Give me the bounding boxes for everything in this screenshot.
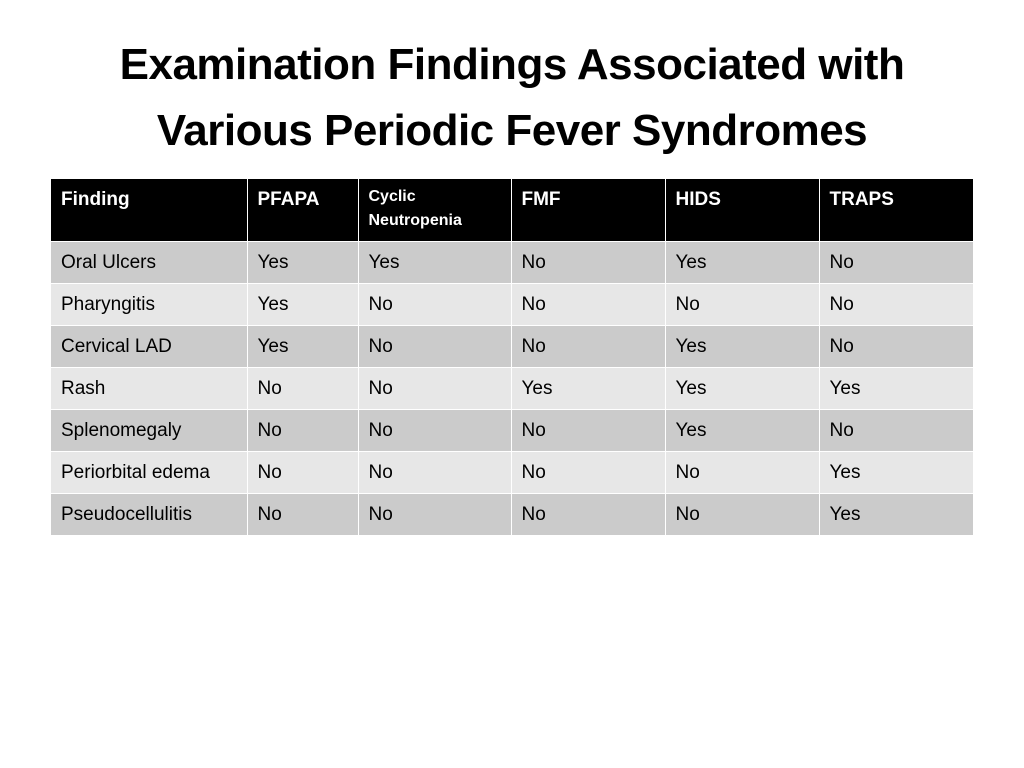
fmf-cell: No xyxy=(511,283,666,326)
table-header: Finding PFAPA Cyclic Neutropenia FMF HID… xyxy=(51,179,973,242)
cyclic-neutropenia-cell: No xyxy=(358,283,512,326)
table-row: Rash No No Yes Yes Yes xyxy=(51,367,973,410)
pfapa-cell: No xyxy=(247,451,359,494)
findings-table: Finding PFAPA Cyclic Neutropenia FMF HID… xyxy=(51,179,973,536)
hids-cell: No xyxy=(665,283,820,326)
cyclic-neutropenia-cell: No xyxy=(358,325,512,368)
traps-cell: Yes xyxy=(819,493,973,536)
cyclic-neutropenia-cell: No xyxy=(358,367,512,410)
finding-cell: Rash xyxy=(51,367,248,410)
finding-cell: Oral Ulcers xyxy=(51,241,248,284)
pfapa-cell: No xyxy=(247,409,359,452)
fmf-cell: No xyxy=(511,325,666,368)
table-row: Pharyngitis Yes No No No No xyxy=(51,283,973,326)
table-body: Oral Ulcers Yes Yes No Yes No Pharyngiti… xyxy=(51,241,973,536)
pfapa-cell: Yes xyxy=(247,241,359,284)
cyclic-neutropenia-cell: No xyxy=(358,493,512,536)
slide-title: Examination Findings Associated with Var… xyxy=(40,32,984,164)
traps-cell: Yes xyxy=(819,451,973,494)
slide-title-line-2: Various Periodic Fever Syndromes xyxy=(156,106,868,155)
column-header-hids: HIDS xyxy=(665,179,820,242)
table-row: Periorbital edema No No No No Yes xyxy=(51,451,973,494)
column-header-cyclic-neutropenia: Cyclic Neutropenia xyxy=(358,179,512,242)
column-header-traps: TRAPS xyxy=(819,179,973,242)
cyclic-neutropenia-cell: No xyxy=(358,409,512,452)
column-header-fmf: FMF xyxy=(511,179,666,242)
pfapa-cell: No xyxy=(247,367,359,410)
hids-cell: Yes xyxy=(665,367,820,410)
pfapa-cell: Yes xyxy=(247,325,359,368)
table-row: Oral Ulcers Yes Yes No Yes No xyxy=(51,241,973,284)
cyclic-neutropenia-cell: No xyxy=(358,451,512,494)
column-header-pfapa: PFAPA xyxy=(247,179,359,242)
table-row: Cervical LAD Yes No No Yes No xyxy=(51,325,973,368)
fmf-cell: No xyxy=(511,241,666,284)
hids-cell: Yes xyxy=(665,325,820,368)
hids-cell: Yes xyxy=(665,241,820,284)
cyclic-neutropenia-cell: Yes xyxy=(358,241,512,284)
finding-cell: Periorbital edema xyxy=(51,451,248,494)
table-row: Pseudocellulitis No No No No Yes xyxy=(51,493,973,536)
column-header-finding: Finding xyxy=(51,179,248,242)
traps-cell: No xyxy=(819,325,973,368)
fmf-cell: No xyxy=(511,409,666,452)
traps-cell: No xyxy=(819,409,973,452)
table-row: Splenomegaly No No No Yes No xyxy=(51,409,973,452)
fmf-cell: No xyxy=(511,493,666,536)
traps-cell: No xyxy=(819,283,973,326)
fmf-cell: Yes xyxy=(511,367,666,410)
traps-cell: No xyxy=(819,241,973,284)
slide-title-line-1: Examination Findings Associated with xyxy=(119,40,905,89)
header-row: Finding PFAPA Cyclic Neutropenia FMF HID… xyxy=(51,179,973,242)
finding-cell: Cervical LAD xyxy=(51,325,248,368)
traps-cell: Yes xyxy=(819,367,973,410)
hids-cell: Yes xyxy=(665,409,820,452)
fmf-cell: No xyxy=(511,451,666,494)
pfapa-cell: Yes xyxy=(247,283,359,326)
pfapa-cell: No xyxy=(247,493,359,536)
finding-cell: Splenomegaly xyxy=(51,409,248,452)
hids-cell: No xyxy=(665,493,820,536)
finding-cell: Pharyngitis xyxy=(51,283,248,326)
finding-cell: Pseudocellulitis xyxy=(51,493,248,536)
hids-cell: No xyxy=(665,451,820,494)
